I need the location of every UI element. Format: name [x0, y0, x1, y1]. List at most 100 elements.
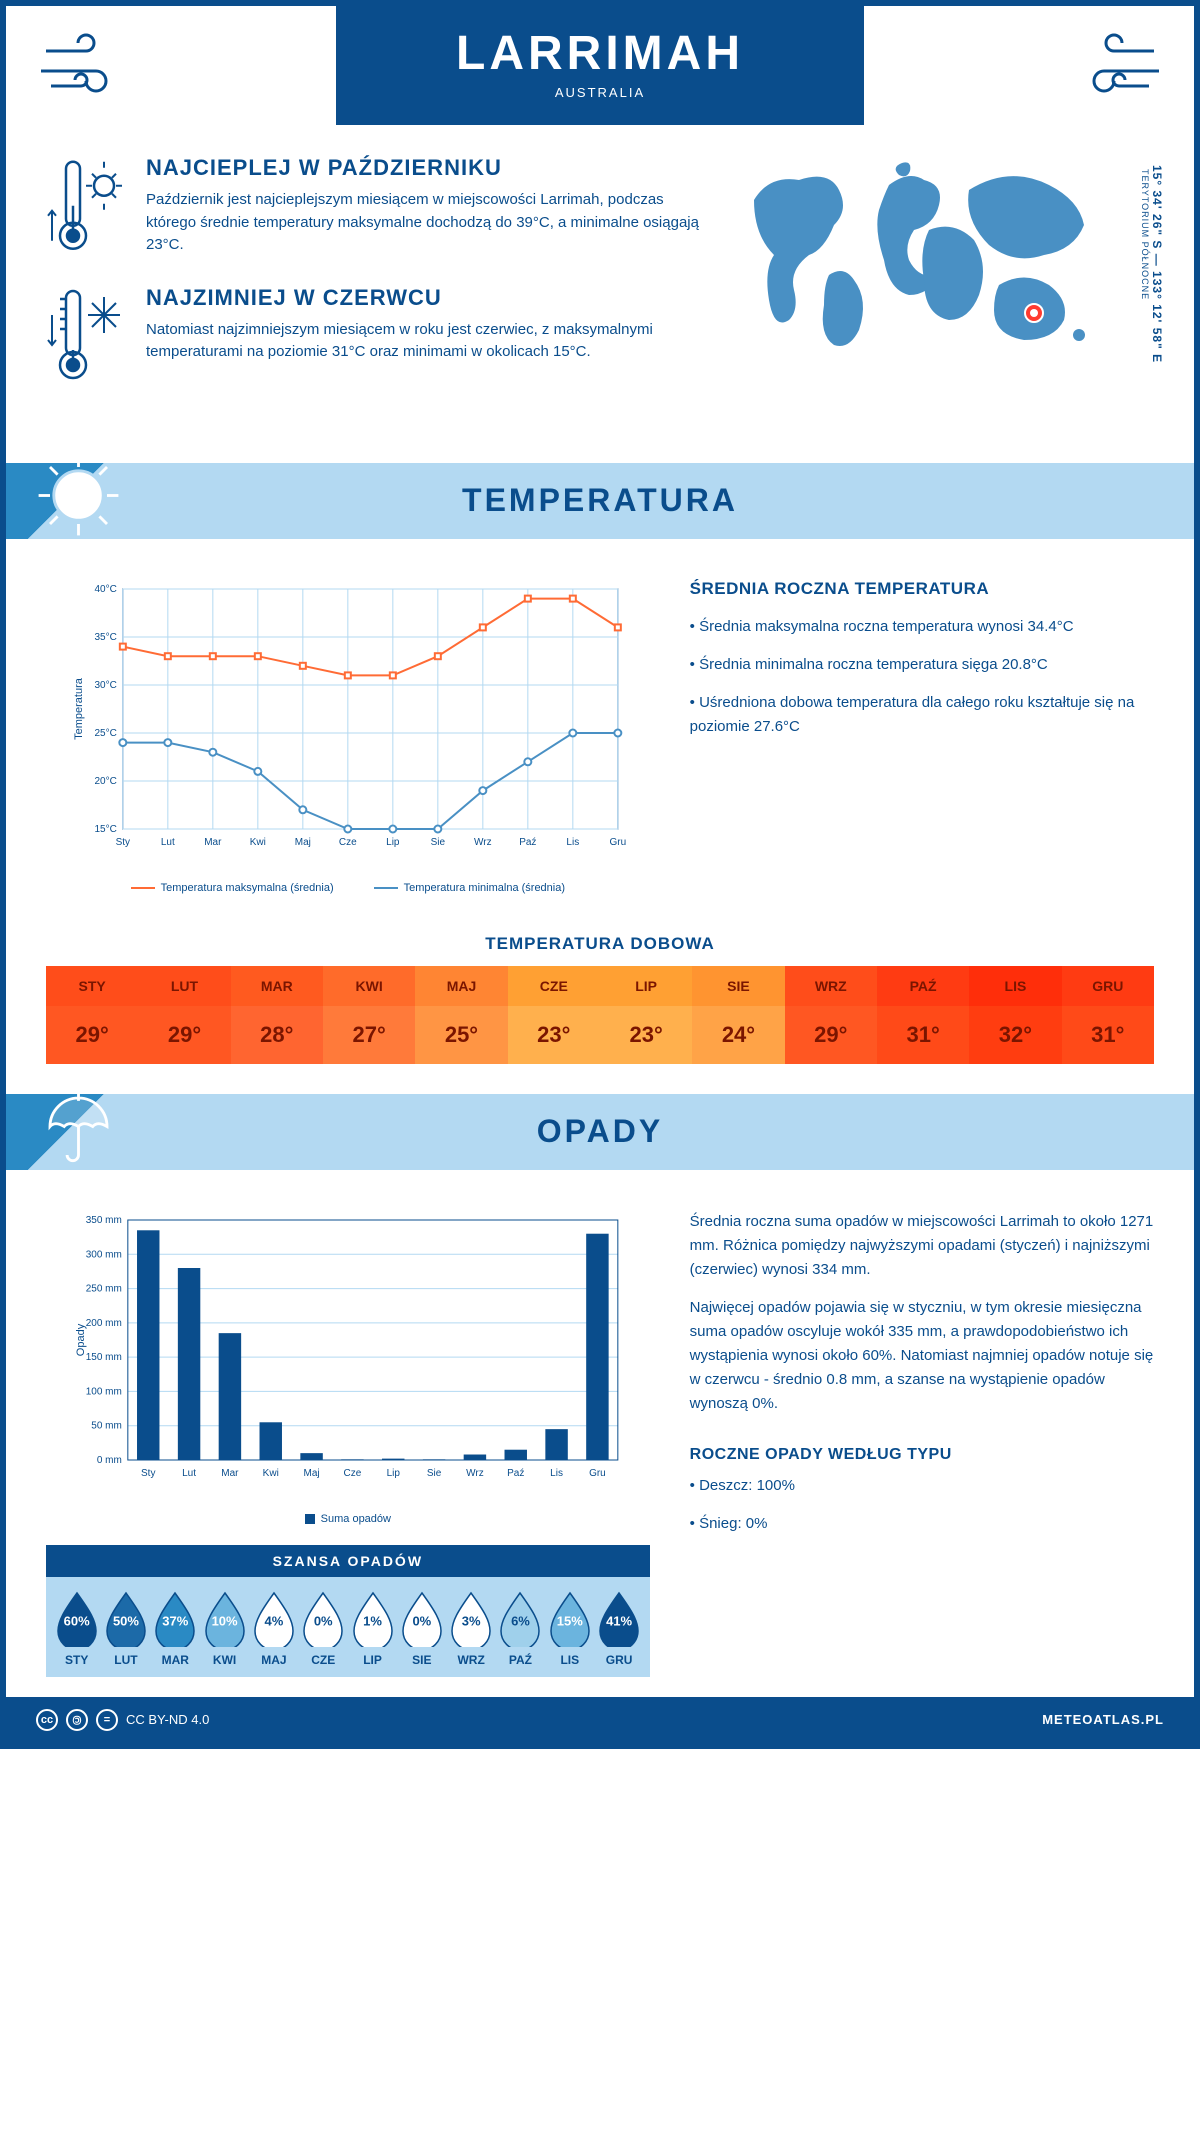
daily-col: MAJ 25° — [415, 966, 507, 1064]
rain-chart: 0 mm50 mm100 mm150 mm200 mm250 mm300 mm3… — [46, 1210, 650, 1677]
daily-col: GRU 31° — [1062, 966, 1154, 1064]
temp-fact-3: • Uśredniona dobowa temperatura dla całe… — [690, 691, 1154, 739]
daily-temp-table: STY 29° LUT 29° MAR 28° KWI 27° MAJ 25° … — [46, 966, 1154, 1064]
rain-type-block: ROCZNE OPADY WEDŁUG TYPU • Deszcz: 100% … — [690, 1446, 1154, 1536]
rain-chance-title: SZANSA OPADÓW — [46, 1545, 650, 1577]
svg-text:Gru: Gru — [609, 837, 626, 848]
rain-type-2: • Śnieg: 0% — [690, 1512, 1154, 1536]
svg-text:30°C: 30°C — [94, 680, 116, 691]
map-block: 15° 34' 26" S — 133° 12' 58" E TERYTORIU… — [734, 155, 1154, 413]
coordinates: 15° 34' 26" S — 133° 12' 58" E TERYTORIU… — [1140, 165, 1164, 363]
footer: cc 🄯 = CC BY-ND 4.0 METEOATLAS.PL — [6, 1697, 1194, 1743]
svg-text:Lis: Lis — [550, 1468, 563, 1479]
rain-drop: 10% KWI — [200, 1591, 249, 1667]
intro-section: NAJCIEPLEJ W PAŹDZIERNIKU Październik je… — [6, 125, 1194, 443]
temperature-chart: 15°C20°C25°C30°C35°C40°CStyLutMarKwiMajC… — [46, 579, 650, 894]
svg-text:20°C: 20°C — [94, 776, 116, 787]
thermometer-hot-icon — [46, 155, 126, 257]
svg-text:Paź: Paź — [519, 837, 536, 848]
svg-text:Sie: Sie — [431, 837, 446, 848]
daily-col: LIP 23° — [600, 966, 692, 1064]
wind-decoration-left — [36, 26, 136, 106]
svg-text:Lip: Lip — [387, 1468, 401, 1479]
rain-drop: 60% STY — [52, 1591, 101, 1667]
svg-text:Gru: Gru — [589, 1468, 606, 1479]
svg-text:Cze: Cze — [344, 1468, 362, 1479]
temp-fact-2: • Średnia minimalna roczna temperatura s… — [690, 653, 1154, 677]
svg-text:15°C: 15°C — [94, 824, 116, 835]
rain-text-2: Najwięcej opadów pojawia się w styczniu,… — [690, 1296, 1154, 1416]
warmest-title: NAJCIEPLEJ W PAŹDZIERNIKU — [146, 155, 704, 181]
svg-text:100 mm: 100 mm — [86, 1386, 122, 1397]
rain-drop: 50% LUT — [101, 1591, 150, 1667]
svg-text:Kwi: Kwi — [250, 837, 266, 848]
svg-text:Maj: Maj — [295, 837, 311, 848]
svg-text:300 mm: 300 mm — [86, 1249, 122, 1260]
license-block: cc 🄯 = CC BY-ND 4.0 — [36, 1709, 209, 1731]
coldest-text: Natomiast najzimniejszym miesiącem w rok… — [146, 319, 704, 364]
legend-min: Temperatura minimalna (średnia) — [374, 882, 565, 894]
svg-text:350 mm: 350 mm — [86, 1215, 122, 1226]
license-text: CC BY-ND 4.0 — [126, 1712, 209, 1727]
umbrella-icon — [31, 1079, 126, 1174]
rain-type-1: • Deszcz: 100% — [690, 1474, 1154, 1498]
svg-text:0 mm: 0 mm — [97, 1455, 122, 1466]
svg-text:Mar: Mar — [221, 1468, 239, 1479]
daily-col: KWI 27° — [323, 966, 415, 1064]
coords-region: TERYTORIUM PÓŁNOCNE — [1140, 169, 1150, 363]
city-title: LARRIMAH — [336, 26, 864, 81]
svg-text:Sty: Sty — [116, 837, 130, 848]
daily-temp-title: TEMPERATURA DOBOWA — [6, 934, 1194, 954]
svg-text:Sty: Sty — [141, 1468, 155, 1479]
rain-chance-block: SZANSA OPADÓW 60% STY 50% LUT 37% MAR 10… — [46, 1545, 650, 1677]
temperature-row: 15°C20°C25°C30°C35°C40°CStyLutMarKwiMajC… — [6, 559, 1194, 914]
svg-text:Maj: Maj — [304, 1468, 320, 1479]
rain-heading: OPADY — [537, 1113, 663, 1150]
rain-drop: 37% MAR — [151, 1591, 200, 1667]
legend-rain: Suma opadów — [305, 1513, 391, 1525]
svg-text:40°C: 40°C — [94, 584, 116, 595]
cc-icon: cc — [36, 1709, 58, 1731]
daily-col: CZE 23° — [508, 966, 600, 1064]
rain-type-title: ROCZNE OPADY WEDŁUG TYPU — [690, 1446, 1154, 1464]
daily-col: SIE 24° — [692, 966, 784, 1064]
rain-banner: OPADY — [6, 1094, 1194, 1170]
rain-drop: 0% SIE — [397, 1591, 446, 1667]
rain-drop: 4% MAJ — [249, 1591, 298, 1667]
rain-drop: 0% CZE — [299, 1591, 348, 1667]
temp-fact-1: • Średnia maksymalna roczna temperatura … — [690, 615, 1154, 639]
svg-text:Wrz: Wrz — [474, 837, 492, 848]
location-marker-icon — [1025, 304, 1043, 322]
rain-drop: 41% GRU — [594, 1591, 643, 1667]
rain-chance-drops: 60% STY 50% LUT 37% MAR 10% KWI — [46, 1577, 650, 1677]
legend-max: Temperatura maksymalna (średnia) — [131, 882, 334, 894]
svg-text:200 mm: 200 mm — [86, 1317, 122, 1328]
thermometer-cold-icon — [46, 285, 126, 385]
svg-text:Paź: Paź — [507, 1468, 524, 1479]
svg-text:Lis: Lis — [566, 837, 579, 848]
coldest-title: NAJZIMNIEJ W CZERWCU — [146, 285, 704, 311]
temp-facts-title: ŚREDNIA ROCZNA TEMPERATURA — [690, 579, 1154, 599]
temperature-heading: TEMPERATURA — [462, 482, 738, 519]
intro-facts: NAJCIEPLEJ W PAŹDZIERNIKU Październik je… — [46, 155, 704, 413]
daily-col: LUT 29° — [138, 966, 230, 1064]
temperature-banner: TEMPERATURA — [6, 463, 1194, 539]
wind-decoration-right — [1064, 26, 1164, 106]
svg-text:Lip: Lip — [386, 837, 400, 848]
rain-text-1: Średnia roczna suma opadów w miejscowośc… — [690, 1210, 1154, 1282]
svg-text:Temperatura: Temperatura — [73, 677, 85, 740]
daily-col: MAR 28° — [231, 966, 323, 1064]
rain-drop: 3% WRZ — [447, 1591, 496, 1667]
header-row: LARRIMAH AUSTRALIA — [6, 6, 1194, 125]
rain-row: 0 mm50 mm100 mm150 mm200 mm250 mm300 mm3… — [6, 1190, 1194, 1697]
rain-facts: Średnia roczna suma opadów w miejscowośc… — [690, 1210, 1154, 1677]
svg-text:Wrz: Wrz — [466, 1468, 484, 1479]
temperature-facts: ŚREDNIA ROCZNA TEMPERATURA • Średnia mak… — [690, 579, 1154, 894]
warmest-block: NAJCIEPLEJ W PAŹDZIERNIKU Październik je… — [46, 155, 704, 257]
svg-text:35°C: 35°C — [94, 632, 116, 643]
site-name: METEOATLAS.PL — [1042, 1712, 1164, 1727]
world-map — [734, 155, 1114, 355]
rain-drop: 15% LIS — [545, 1591, 594, 1667]
title-banner: LARRIMAH AUSTRALIA — [336, 6, 864, 125]
country-subtitle: AUSTRALIA — [336, 85, 864, 100]
